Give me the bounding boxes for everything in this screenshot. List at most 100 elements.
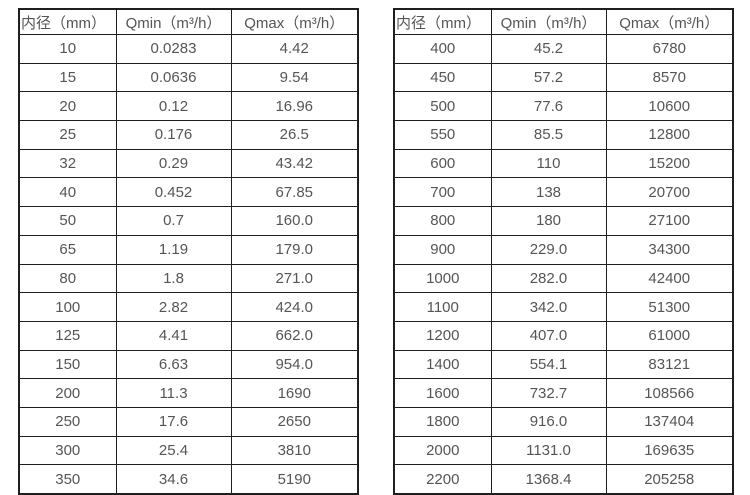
cell-diameter: 2000	[393, 435, 492, 466]
cell-qmin: 0.0636	[115, 62, 232, 93]
cell-qmin: 0.452	[115, 177, 232, 208]
cell-qmin: 1.19	[115, 234, 232, 265]
cell-diameter: 65	[18, 234, 117, 265]
cell-diameter: 100	[18, 292, 117, 322]
table-row: 550 85.5 12800	[393, 120, 734, 150]
cell-qmax: 6780	[605, 34, 734, 64]
cell-diameter: 600	[393, 148, 492, 179]
cell-qmax: 9.54	[230, 62, 359, 93]
cell-diameter: 1100	[393, 292, 492, 322]
cell-qmax: 34300	[605, 234, 734, 265]
cell-qmin: 0.7	[115, 206, 232, 236]
cell-qmax: 169635	[605, 435, 734, 466]
table-row: 350 34.6 5190	[18, 464, 359, 495]
table-row: 250 17.6 2650	[18, 406, 359, 437]
table-row: 900 229.0 34300	[393, 234, 734, 265]
cell-diameter: 700	[393, 177, 492, 208]
header-row: 内径（mm） Qmin（m³/h） Qmax（m³/h）	[18, 8, 359, 35]
flow-rate-tables-container: 内径（mm） Qmin（m³/h） Qmax（m³/h） 10 0.0283 4.42 1…	[18, 8, 734, 495]
cell-qmin: 0.176	[115, 120, 232, 150]
cell-qmin: 1368.4	[490, 464, 607, 495]
cell-diameter: 200	[18, 378, 117, 408]
cell-qmin: 138	[490, 177, 607, 208]
cell-diameter: 1400	[393, 349, 492, 380]
cell-qmin: 0.0283	[115, 34, 232, 64]
table-row: 10 0.0283 4.42	[18, 34, 359, 64]
cell-qmin: 6.63	[115, 349, 232, 380]
table-row: 1800 916.0 137404	[393, 406, 734, 437]
cell-diameter: 32	[18, 148, 117, 179]
cell-diameter: 350	[18, 464, 117, 495]
table-row: 300 25.4 3810	[18, 435, 359, 466]
cell-diameter: 50	[18, 206, 117, 236]
table-row: 800 180 27100	[393, 206, 734, 236]
column-header: Qmin（m³/h）	[115, 8, 232, 35]
cell-qmax: 108566	[605, 378, 734, 408]
table-row: 80 1.8 271.0	[18, 263, 359, 294]
cell-qmin: 17.6	[115, 406, 232, 437]
cell-qmax: 43.42	[230, 148, 359, 179]
cell-qmax: 271.0	[230, 263, 359, 294]
table-row: 65 1.19 179.0	[18, 234, 359, 265]
table-row: 125 4.41 662.0	[18, 320, 359, 351]
cell-qmin: 2.82	[115, 292, 232, 322]
cell-qmin: 11.3	[115, 378, 232, 408]
flow-rate-table-right: 内径（mm） Qmin（m³/h） Qmax（m³/h） 400 45.2 6780 45…	[393, 8, 734, 495]
cell-qmax: 179.0	[230, 234, 359, 265]
table-row: 1600 732.7 108566	[393, 378, 734, 408]
cell-qmax: 12800	[605, 120, 734, 150]
table-row: 500 77.6 10600	[393, 91, 734, 122]
cell-qmax: 424.0	[230, 292, 359, 322]
cell-qmax: 137404	[605, 406, 734, 437]
cell-qmax: 15200	[605, 148, 734, 179]
cell-qmax: 160.0	[230, 206, 359, 236]
cell-qmin: 0.29	[115, 148, 232, 179]
cell-diameter: 25	[18, 120, 117, 150]
cell-qmax: 5190	[230, 464, 359, 495]
flow-rate-table-left: 内径（mm） Qmin（m³/h） Qmax（m³/h） 10 0.0283 4.42 1…	[18, 8, 359, 495]
table-row: 50 0.7 160.0	[18, 206, 359, 236]
cell-qmax: 3810	[230, 435, 359, 466]
table-body: 400 45.2 6780 450 57.2 8570 500 77.6 10600 550 85.…	[393, 34, 734, 495]
table-header-row: 内径（mm） Qmin（m³/h） Qmax（m³/h）	[393, 8, 734, 35]
cell-qmin: 85.5	[490, 120, 607, 150]
cell-qmin: 1.8	[115, 263, 232, 294]
column-header: Qmax（m³/h）	[230, 8, 359, 35]
cell-qmin: 554.1	[490, 349, 607, 380]
table-row: 450 57.2 8570	[393, 62, 734, 93]
column-header: 内径（mm）	[18, 8, 117, 35]
column-header: Qmin（m³/h）	[490, 8, 607, 35]
cell-diameter: 450	[393, 62, 492, 93]
cell-diameter: 500	[393, 91, 492, 122]
table-row: 1200 407.0 61000	[393, 320, 734, 351]
cell-qmax: 51300	[605, 292, 734, 322]
cell-diameter: 10	[18, 34, 117, 64]
table-row: 100 2.82 424.0	[18, 292, 359, 322]
table-row: 400 45.2 6780	[393, 34, 734, 64]
table-row: 200 11.3 1690	[18, 378, 359, 408]
cell-diameter: 900	[393, 234, 492, 265]
table-row: 25 0.176 26.5	[18, 120, 359, 150]
table-row: 2000 1131.0 169635	[393, 435, 734, 466]
cell-qmax: 26.5	[230, 120, 359, 150]
cell-qmin: 282.0	[490, 263, 607, 294]
cell-qmax: 10600	[605, 91, 734, 122]
cell-diameter: 15	[18, 62, 117, 93]
cell-qmax: 61000	[605, 320, 734, 351]
cell-qmin: 4.41	[115, 320, 232, 351]
cell-diameter: 1200	[393, 320, 492, 351]
cell-qmin: 732.7	[490, 378, 607, 408]
table-body: 10 0.0283 4.42 15 0.0636 9.54 20 0.12 16.96 25 0.1…	[18, 34, 359, 495]
cell-qmin: 25.4	[115, 435, 232, 466]
cell-diameter: 300	[18, 435, 117, 466]
cell-qmax: 2650	[230, 406, 359, 437]
cell-qmax: 4.42	[230, 34, 359, 64]
cell-qmax: 42400	[605, 263, 734, 294]
cell-qmin: 57.2	[490, 62, 607, 93]
cell-qmin: 34.6	[115, 464, 232, 495]
table-row: 2200 1368.4 205258	[393, 464, 734, 495]
cell-diameter: 80	[18, 263, 117, 294]
table-row: 600 110 15200	[393, 148, 734, 179]
cell-qmin: 45.2	[490, 34, 607, 64]
cell-qmax: 205258	[605, 464, 734, 495]
